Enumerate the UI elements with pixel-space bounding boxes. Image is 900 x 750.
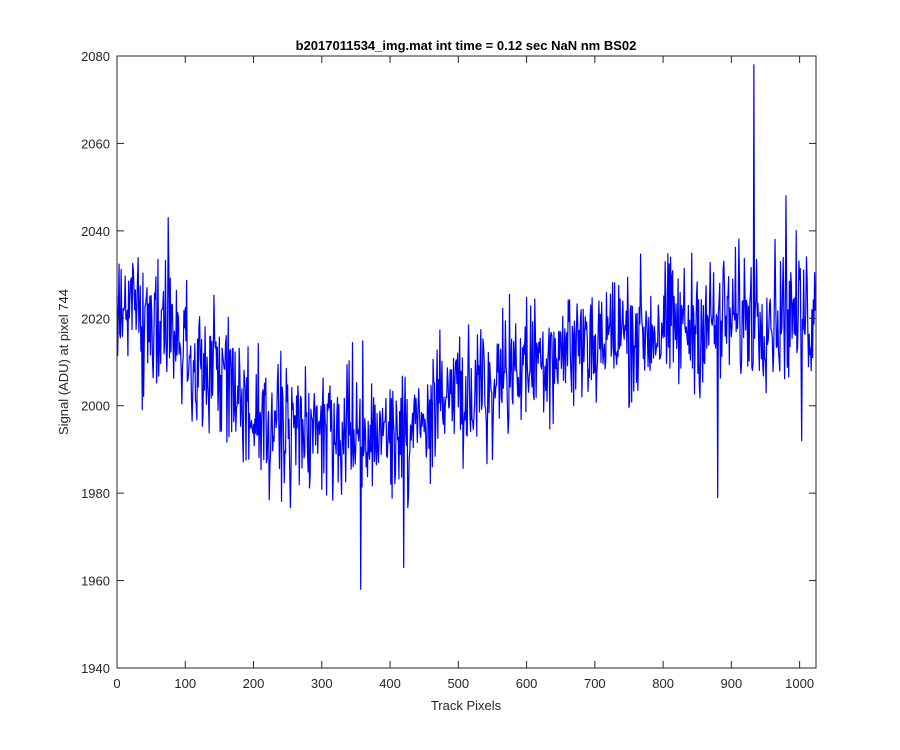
y-axis-label: Signal (ADU) at pixel 744	[56, 289, 71, 435]
x-tick-label: 300	[311, 676, 333, 691]
x-tick-label: 800	[652, 676, 674, 691]
x-tick-label: 100	[174, 676, 196, 691]
y-tick-label: 1960	[81, 574, 110, 589]
chart-title: b2017011534_img.mat int time = 0.12 sec …	[296, 38, 637, 53]
signal-series-line	[116, 64, 817, 590]
y-tick-label: 1940	[81, 661, 110, 676]
x-tick-label: 600	[516, 676, 538, 691]
data-line-layer	[116, 64, 817, 590]
y-tick-label: 1980	[81, 486, 110, 501]
y-tick-label: 2060	[81, 136, 110, 151]
axes-frame	[116, 55, 817, 669]
y-tick-label: 2040	[81, 224, 110, 239]
x-tick-label: 500	[447, 676, 469, 691]
x-tick-label: 0	[113, 676, 120, 691]
x-tick-label: 1000	[785, 676, 814, 691]
x-tick-label: 700	[584, 676, 606, 691]
x-tick-label: 200	[243, 676, 265, 691]
y-tick-label: 2080	[81, 49, 110, 64]
x-tick-label: 400	[379, 676, 401, 691]
x-tick-label: 900	[721, 676, 743, 691]
y-tick-label: 2000	[81, 399, 110, 414]
y-tick-label: 2020	[81, 311, 110, 326]
x-axis-label: Track Pixels	[431, 698, 502, 713]
ticks-layer: 0 100 200 300 400 500 600 700 800 900 1000 1940 1960…	[81, 49, 816, 691]
